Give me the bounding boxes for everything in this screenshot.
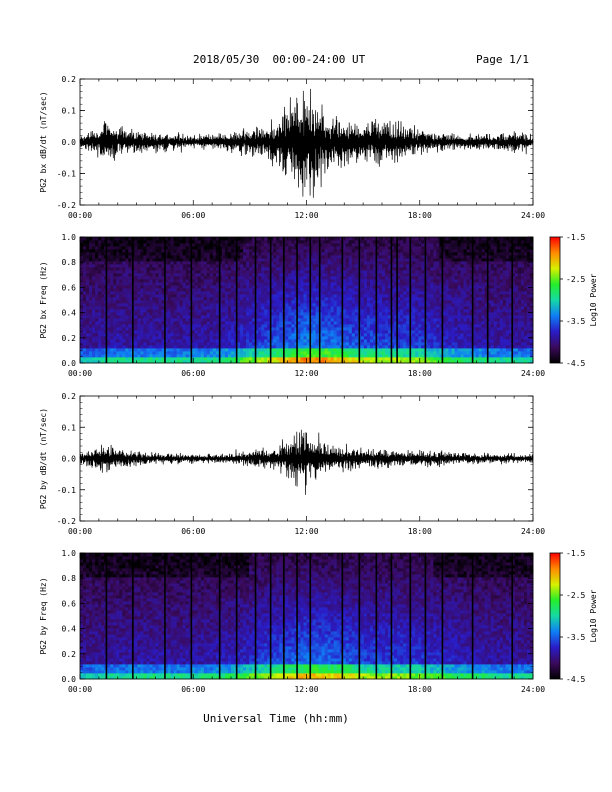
y-tick-label: -0.2 <box>57 201 76 210</box>
colorbar-tick-label: -4.5 <box>566 675 585 684</box>
x-tick-label: 18:00 <box>408 527 432 536</box>
colorbar-tick-label: -1.5 <box>566 549 585 558</box>
y-tick-label: 0.0 <box>62 138 77 147</box>
y-tick-label: -0.1 <box>57 170 76 179</box>
y-tick-label: -0.1 <box>57 486 76 495</box>
series-line <box>79 429 534 495</box>
x-axis-title: Universal Time (hh:mm) <box>203 712 349 725</box>
x-tick-label: 12:00 <box>294 369 318 378</box>
y-tick-label: 0.8 <box>62 574 77 583</box>
y-axis-label: PG2 bx Freq (Hz) <box>39 261 48 338</box>
y-tick-label: 0.1 <box>62 107 77 116</box>
colorbar-label: Log10 Power <box>589 273 598 326</box>
series-line <box>79 88 534 198</box>
panel-4: -1.5 -2.5 -3.5 -4.5 Log10 Power 1.0 0.8 0.6 0.4 0… <box>39 549 598 694</box>
panel-1: 0.2 0.1 0.0 -0.1 -0.2 PG2 bx dB/dt (nT/sec) 00… <box>39 75 545 220</box>
spectrogram-cells <box>80 237 534 364</box>
x-tick-label: 24:00 <box>521 527 545 536</box>
y-tick-label: 1.0 <box>62 549 77 558</box>
y-tick-label: 0.2 <box>62 334 77 343</box>
colorbar-tick-label: -1.5 <box>566 233 585 242</box>
y-axis-label: PG2 by dB/dt (nT/sec) <box>39 408 48 509</box>
colorbar-label: Log10 Power <box>589 589 598 642</box>
colorbar <box>549 236 561 364</box>
y-tick-label: 0.4 <box>62 625 77 634</box>
x-tick-label: 00:00 <box>68 369 92 378</box>
y-tick-label: 0.0 <box>62 455 77 464</box>
page-number: Page 1/1 <box>476 53 529 66</box>
y-tick-label: 0.0 <box>62 359 77 368</box>
y-tick-label: -0.2 <box>57 517 76 526</box>
y-tick-label: 0.0 <box>62 675 77 684</box>
panel-3: 0.2 0.1 0.0 -0.1 -0.2 PG2 by dB/dt (nT/sec) 00… <box>39 392 545 536</box>
spectrogram-cells <box>80 553 534 680</box>
panel-2: -1.5 -2.5 -3.5 -4.5 Log10 Power 1.0 0.8 0.6 0.4 0… <box>39 233 598 378</box>
x-tick-label: 12:00 <box>294 685 318 694</box>
y-tick-label: 0.2 <box>62 650 77 659</box>
y-tick-label: 0.6 <box>62 599 77 608</box>
x-tick-label: 12:00 <box>294 211 318 220</box>
colorbar-tick-label: -2.5 <box>566 275 585 284</box>
x-tick-label: 00:00 <box>68 211 92 220</box>
colorbar-tick-label: -4.5 <box>566 359 585 368</box>
y-axis-label: PG2 bx dB/dt (nT/sec) <box>39 91 48 192</box>
colorbar <box>549 552 561 680</box>
x-tick-label: 24:00 <box>521 369 545 378</box>
x-tick-label: 12:00 <box>294 527 318 536</box>
x-tick-label: 00:00 <box>68 685 92 694</box>
colorbar-tick-label: -2.5 <box>566 591 585 600</box>
colorbar-tick-label: -3.5 <box>566 633 585 642</box>
y-tick-label: 0.8 <box>62 258 77 267</box>
colorbar-tick-label: -3.5 <box>566 317 585 326</box>
x-tick-label: 06:00 <box>181 369 205 378</box>
x-tick-label: 24:00 <box>521 211 545 220</box>
x-tick-label: 18:00 <box>408 211 432 220</box>
x-tick-label: 06:00 <box>181 527 205 536</box>
y-tick-label: 0.2 <box>62 392 77 401</box>
x-tick-label: 18:00 <box>408 685 432 694</box>
y-tick-label: 0.1 <box>62 423 77 432</box>
y-tick-label: 0.4 <box>62 309 77 318</box>
x-tick-label: 00:00 <box>68 527 92 536</box>
y-tick-label: 0.6 <box>62 283 77 292</box>
y-axis-label: PG2 by Freq (Hz) <box>39 577 48 654</box>
y-tick-label: 0.2 <box>62 75 77 84</box>
x-tick-label: 18:00 <box>408 369 432 378</box>
x-tick-label: 24:00 <box>521 685 545 694</box>
x-tick-label: 06:00 <box>181 685 205 694</box>
y-tick-label: 1.0 <box>62 233 77 242</box>
x-tick-label: 06:00 <box>181 211 205 220</box>
plot-title: 2018/05/30 00:00-24:00 UT <box>193 53 366 66</box>
